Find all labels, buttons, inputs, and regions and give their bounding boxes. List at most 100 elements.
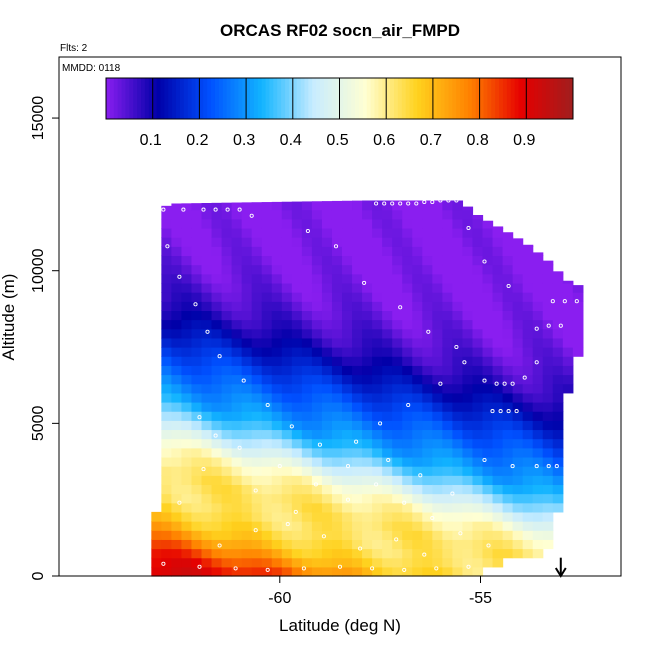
heatmap-cell bbox=[452, 237, 464, 247]
flight-track-point bbox=[386, 457, 391, 463]
heatmap-cell bbox=[432, 292, 443, 302]
heatmap-cell bbox=[352, 521, 363, 531]
heatmap-cell bbox=[392, 237, 403, 247]
heatmap-cell bbox=[171, 466, 183, 476]
flight-track-point bbox=[394, 537, 399, 542]
heatmap-cell bbox=[412, 521, 423, 531]
heatmap-cell bbox=[241, 530, 253, 540]
heatmap-cell bbox=[372, 521, 383, 531]
heatmap-cell bbox=[512, 539, 524, 550]
heatmap-cell bbox=[362, 374, 373, 385]
heatmap-cell bbox=[362, 539, 373, 550]
heatmap-cell bbox=[432, 392, 443, 403]
heatmap-cell bbox=[261, 264, 273, 275]
heatmap-cell bbox=[522, 484, 534, 495]
heatmap-cell bbox=[321, 227, 333, 238]
heatmap-cell bbox=[151, 530, 162, 540]
heatmap-cell bbox=[492, 383, 504, 394]
heatmap-cell bbox=[261, 374, 273, 385]
heatmap-cell bbox=[321, 502, 333, 513]
heatmap-cell bbox=[452, 456, 464, 467]
colorbar-segment bbox=[164, 78, 169, 119]
heatmap-cell bbox=[171, 456, 183, 467]
colorbar-segment bbox=[253, 78, 259, 119]
heatmap-cell bbox=[542, 484, 554, 495]
heatmap-cell bbox=[241, 209, 253, 220]
date-note: MMDD: 0118 bbox=[62, 63, 121, 74]
colorbar-segment bbox=[471, 78, 477, 119]
heatmap-cell bbox=[352, 548, 363, 559]
heatmap-cell bbox=[211, 484, 223, 495]
heatmap-cell bbox=[311, 493, 323, 504]
heatmap-cell bbox=[392, 337, 403, 348]
heatmap-cell bbox=[342, 420, 353, 431]
heatmap-cell bbox=[552, 292, 564, 302]
heatmap-cell bbox=[502, 401, 514, 412]
flight-track-point bbox=[514, 409, 519, 414]
heatmap-cell bbox=[291, 328, 303, 339]
flight-track-point bbox=[458, 531, 463, 536]
colorbar-segment bbox=[106, 78, 111, 119]
heatmap-cell bbox=[382, 310, 393, 321]
heatmap-cell bbox=[271, 273, 283, 284]
end-arrow-marker bbox=[554, 557, 567, 578]
heatmap-cell bbox=[271, 548, 283, 559]
flight-track-point bbox=[345, 464, 351, 469]
heatmap-cell bbox=[392, 539, 403, 550]
heatmap-cell bbox=[241, 282, 253, 293]
heatmap-cell bbox=[382, 237, 393, 247]
heatmap-cell bbox=[201, 365, 213, 376]
heatmap-cell bbox=[482, 292, 494, 302]
heatmap-cell bbox=[442, 429, 453, 440]
heatmap-cell bbox=[512, 484, 524, 495]
heatmap-cell bbox=[321, 301, 333, 311]
heatmap-cell bbox=[362, 282, 373, 293]
heatmap-cell bbox=[522, 292, 534, 302]
heatmap-cell bbox=[241, 401, 253, 412]
heatmap-cell bbox=[181, 347, 193, 357]
heatmap-cell bbox=[522, 401, 534, 412]
heatmap-cell bbox=[482, 392, 494, 403]
heatmap-cell bbox=[522, 493, 534, 504]
heatmap-cell bbox=[352, 237, 363, 247]
heatmap-cell bbox=[492, 301, 504, 311]
heatmap-cell bbox=[231, 557, 243, 568]
heatmap-cell bbox=[522, 244, 534, 247]
heatmap-cell bbox=[181, 411, 193, 421]
heatmap-cell bbox=[532, 548, 544, 559]
colorbar-segment bbox=[530, 78, 535, 119]
heatmap-cell bbox=[251, 218, 263, 229]
heatmap-cell bbox=[191, 392, 203, 403]
heatmap-cell bbox=[402, 273, 413, 284]
heatmap-cell bbox=[492, 264, 504, 275]
colorbar-tick-label: 0.8 bbox=[466, 132, 488, 149]
heatmap-cell bbox=[412, 447, 423, 458]
heatmap-cell bbox=[442, 401, 453, 412]
heatmap-cell bbox=[432, 511, 443, 522]
heatmap-cell bbox=[201, 383, 213, 394]
heatmap-cell bbox=[311, 447, 323, 458]
heatmap-cell bbox=[422, 539, 433, 550]
heatmap-cell bbox=[321, 246, 333, 257]
heatmap-cell bbox=[261, 511, 273, 522]
heatmap-cell bbox=[342, 502, 353, 513]
heatmap-cell bbox=[422, 347, 433, 357]
heatmap-cell bbox=[362, 255, 373, 266]
heatmap-cell bbox=[251, 447, 263, 458]
heatmap-cell bbox=[372, 475, 383, 486]
heatmap-cell bbox=[331, 466, 343, 476]
heatmap-cell bbox=[402, 383, 413, 394]
heatmap-cell bbox=[422, 246, 433, 257]
heatmap-cell bbox=[412, 511, 423, 522]
heatmap-cell bbox=[482, 264, 494, 275]
heatmap-cell bbox=[301, 209, 313, 220]
heatmap-cell bbox=[261, 447, 273, 458]
heatmap-cell bbox=[331, 493, 343, 504]
heatmap-cell bbox=[261, 319, 273, 330]
heatmap-cell bbox=[502, 420, 514, 431]
heatmap-cell bbox=[281, 227, 293, 238]
heatmap-cell bbox=[342, 301, 353, 311]
heatmap-cell bbox=[221, 420, 233, 431]
heatmap-cell bbox=[321, 218, 333, 229]
heatmap-cell bbox=[271, 365, 283, 376]
